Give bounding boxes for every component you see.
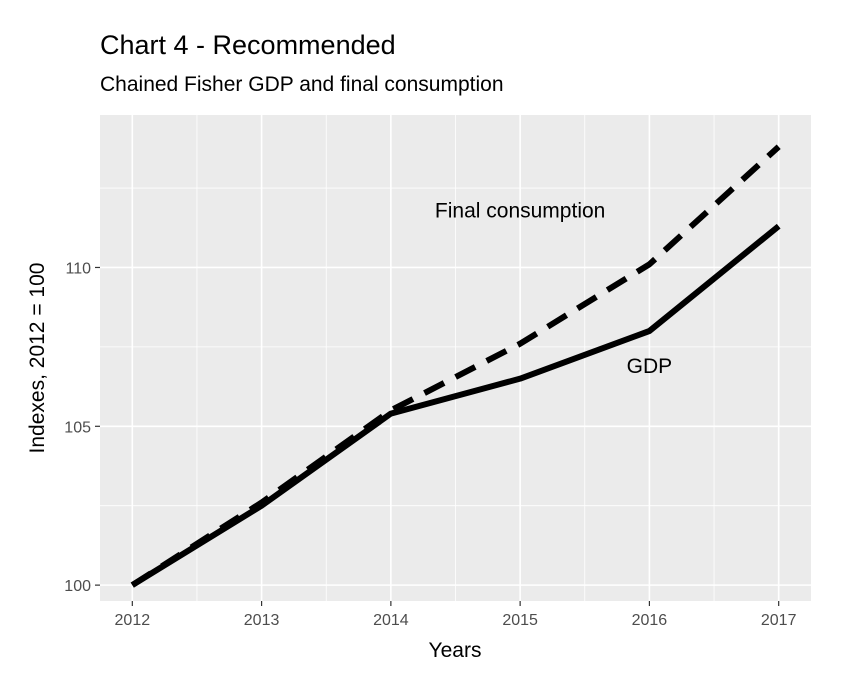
x-axis-title: Years xyxy=(429,639,482,662)
x-axis-ticks: 2012 2013 2014 2015 2016 2017 xyxy=(115,601,797,629)
series-line-2 xyxy=(130,223,781,588)
x-tick-label: 2013 xyxy=(244,612,280,629)
annotation-label: GDP xyxy=(627,355,673,378)
x-tick-label: 2016 xyxy=(632,612,668,629)
series-layer xyxy=(130,144,781,588)
annotations: Final consumption GDP xyxy=(435,199,672,378)
x-tick-label: 2015 xyxy=(502,612,538,629)
y-tick-label: 100 xyxy=(64,578,91,595)
x-tick-label: 2017 xyxy=(761,612,797,629)
chart-title: Chart 4 - Recommended xyxy=(100,30,396,60)
x-tick-label: 2014 xyxy=(373,612,409,629)
annotation-label: Final consumption xyxy=(435,199,605,222)
y-axis-title: Indexes, 2012 = 100 xyxy=(26,263,49,454)
y-tick-label: 105 xyxy=(64,419,91,436)
grid-major xyxy=(100,115,811,601)
y-axis-ticks: 100 105 110 xyxy=(64,260,100,595)
series-line-1 xyxy=(130,144,781,588)
chart-subtitle: Chained Fisher GDP and final consumption xyxy=(100,73,504,96)
x-tick-label: 2012 xyxy=(115,612,151,629)
y-tick-label: 110 xyxy=(65,260,91,277)
